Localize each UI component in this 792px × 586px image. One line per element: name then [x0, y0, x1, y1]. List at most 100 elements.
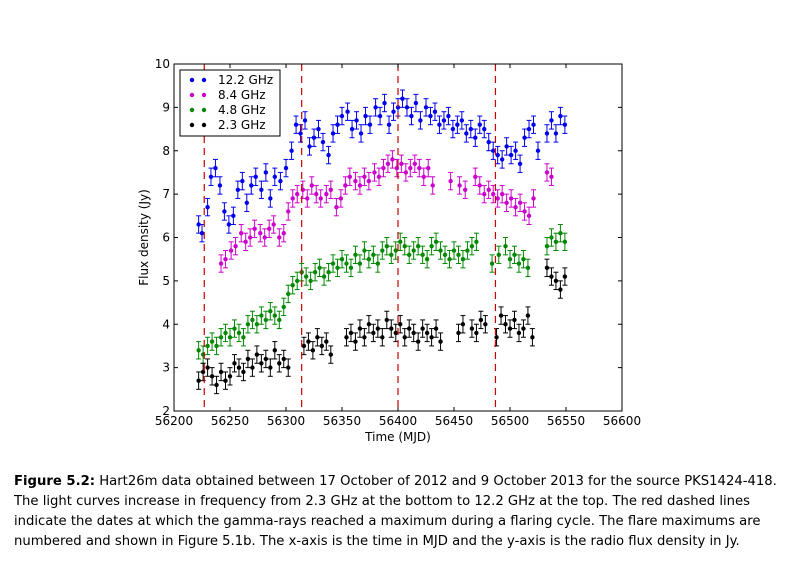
- legend-marker: [201, 92, 207, 98]
- data-point: [508, 152, 514, 158]
- data-point: [512, 252, 517, 258]
- data-point: [373, 105, 378, 110]
- data-point: [512, 317, 517, 323]
- data-point: [496, 252, 501, 258]
- data-point: [240, 178, 245, 184]
- data-point: [549, 235, 554, 240]
- data-point: [473, 135, 478, 140]
- data-points: [196, 96, 568, 388]
- y-tick-label: 4: [162, 317, 170, 331]
- flare-lines: [203, 64, 497, 411]
- data-point: [223, 378, 228, 383]
- data-point: [478, 317, 484, 323]
- data-point: [258, 230, 263, 236]
- data-point: [503, 322, 508, 327]
- data-point: [357, 261, 363, 266]
- data-point: [423, 105, 429, 110]
- y-tick-label: 7: [162, 187, 170, 201]
- data-point: [531, 196, 536, 201]
- data-point: [558, 230, 563, 236]
- data-point: [398, 322, 403, 327]
- data-point: [218, 369, 224, 375]
- data-point: [424, 256, 430, 262]
- data-point: [286, 365, 291, 370]
- data-point: [421, 174, 426, 179]
- data-point: [495, 152, 500, 158]
- data-point: [504, 200, 509, 205]
- data-point: [389, 252, 394, 258]
- data-point: [521, 326, 526, 331]
- data-point: [281, 304, 286, 310]
- data-point: [339, 256, 345, 262]
- data-point: [209, 339, 215, 344]
- data-point: [324, 339, 329, 344]
- data-point: [489, 261, 495, 266]
- data-point: [262, 235, 267, 240]
- data-point: [315, 335, 320, 340]
- data-point: [377, 113, 383, 119]
- data-point: [517, 161, 523, 166]
- data-point: [362, 174, 367, 179]
- data-point: [412, 161, 417, 166]
- data-point: [227, 335, 233, 340]
- data-point: [499, 191, 505, 197]
- data-point: [549, 174, 554, 179]
- data-point: [429, 335, 434, 340]
- data-point: [409, 113, 414, 119]
- x-tick-label: 56400: [379, 414, 417, 428]
- data-point: [241, 369, 246, 375]
- data-point: [384, 243, 389, 249]
- data-point: [531, 122, 536, 127]
- data-point: [305, 196, 310, 201]
- data-point: [464, 131, 469, 136]
- data-point: [309, 183, 314, 188]
- x-tick-label: 56450: [435, 414, 473, 428]
- data-point: [513, 148, 518, 153]
- x-tick-label: 56200: [155, 414, 193, 428]
- data-point: [272, 348, 277, 353]
- data-point: [205, 365, 210, 370]
- data-point: [293, 122, 299, 127]
- data-point: [486, 187, 491, 192]
- data-point: [399, 161, 404, 166]
- data-point: [324, 191, 329, 197]
- data-point: [499, 157, 505, 162]
- data-point: [317, 265, 322, 271]
- data-point: [343, 183, 348, 188]
- data-point: [455, 122, 460, 127]
- data-point: [218, 335, 224, 340]
- data-point: [286, 209, 291, 214]
- data-point: [252, 226, 257, 232]
- data-point: [334, 204, 339, 210]
- data-point: [384, 317, 389, 323]
- y-tick-label: 2: [162, 404, 170, 418]
- data-point: [366, 256, 372, 262]
- legend-label: 4.8 GHz: [218, 103, 266, 117]
- data-point: [562, 239, 568, 245]
- data-point: [516, 261, 522, 266]
- data-point: [408, 165, 413, 171]
- data-point: [460, 322, 466, 327]
- legend-marker: [189, 92, 195, 98]
- data-point: [544, 170, 550, 175]
- data-point: [253, 174, 258, 179]
- data-point: [407, 326, 412, 331]
- data-point: [326, 270, 331, 275]
- data-point: [239, 230, 244, 236]
- data-point: [562, 122, 568, 127]
- data-point: [223, 256, 228, 262]
- x-tick-label: 56500: [491, 414, 529, 428]
- data-point: [277, 317, 282, 323]
- data-point: [398, 239, 403, 245]
- data-point: [213, 165, 218, 171]
- data-point: [553, 278, 559, 284]
- data-point: [328, 352, 333, 357]
- data-point: [382, 100, 387, 106]
- data-point: [254, 352, 260, 357]
- data-point: [250, 317, 255, 323]
- data-point: [249, 183, 254, 188]
- data-point: [426, 165, 431, 171]
- data-point: [473, 174, 478, 179]
